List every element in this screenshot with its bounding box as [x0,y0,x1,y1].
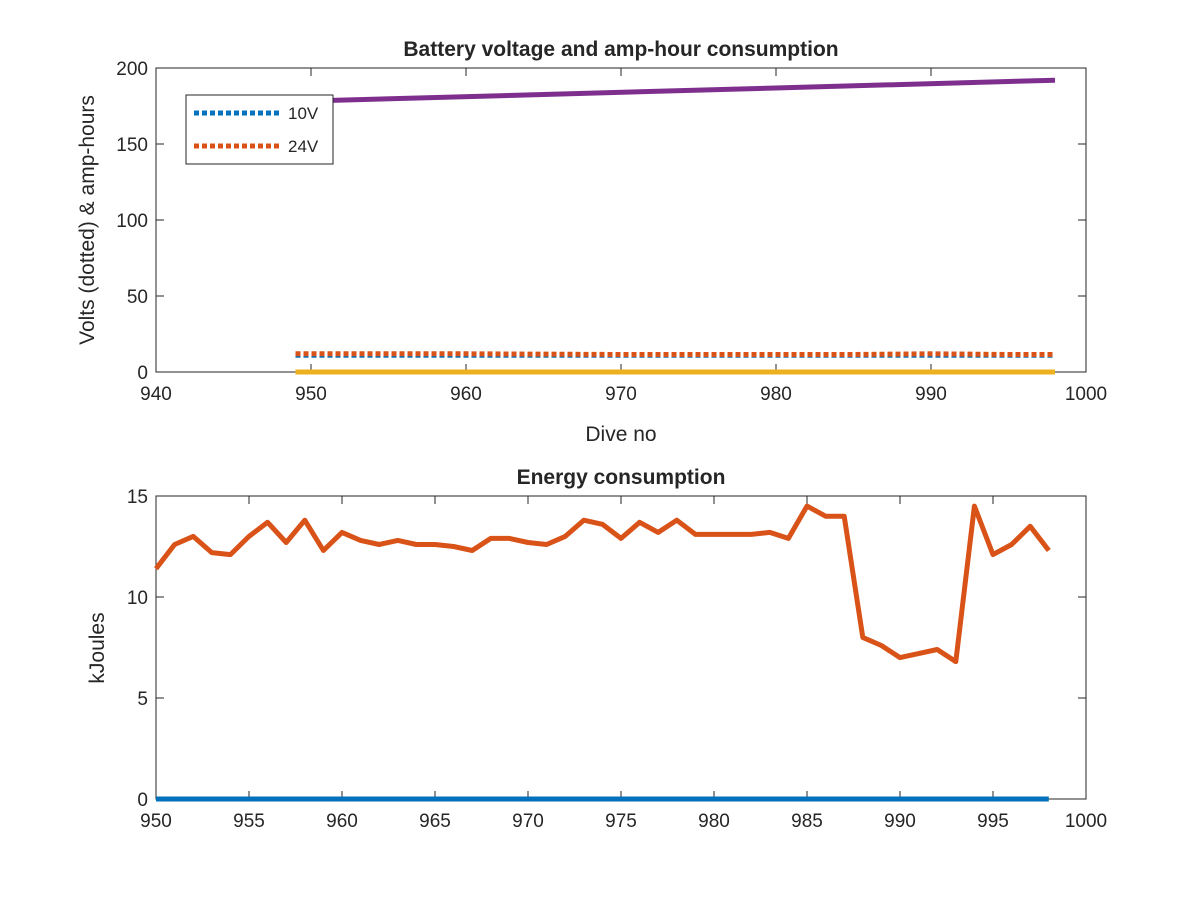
x-tick-label: 980 [760,384,792,405]
y-tick-label: 0 [137,363,148,384]
x-tick-label: 985 [791,811,823,832]
series-line-0-1 [295,351,1055,357]
series-line-1-1 [154,503,1051,665]
y-tick-label: 15 [127,487,148,508]
x-tick-label: 970 [512,811,544,832]
x-tick-label: 1000 [1065,384,1107,405]
y-tick-label: 100 [116,211,148,232]
y-tick-label: 50 [127,287,148,308]
energy-chart-title: Energy consumption [517,466,726,489]
battery-legend: 10V 24V [185,94,334,165]
series-line-0-3 [295,77,1056,104]
x-tick-label: 1000 [1065,811,1107,832]
energy-plot-area: 950 955 960 965 970 975 980 985 990 995 1000 0 5 10 15 [127,487,1107,832]
legend-label-24v: 24V [288,137,319,156]
battery-x-axis-label: Dive no [585,423,656,446]
x-tick-label: 990 [884,811,916,832]
axes-frame [155,495,1087,800]
battery-plot-area: 940 950 960 970 980 990 1000 0 50 100 150 200 [116,59,1107,405]
y-tick-label: 150 [116,135,148,156]
battery-y-axis-label: Volts (dotted) & amp-hours [76,95,99,345]
x-tick-label: 975 [605,811,637,832]
x-tick-label: 940 [140,384,172,405]
energy-axes: Energy consumption 950 955 960 965 970 975 980… [86,466,1107,832]
x-tick-label: 965 [419,811,451,832]
x-tick-label: 955 [233,811,265,832]
y-tick-label: 0 [137,790,148,811]
y-tick-label: 200 [116,59,148,80]
x-tick-label: 960 [450,384,482,405]
legend-label-10v: 10V [288,104,319,123]
x-tick-label: 980 [698,811,730,832]
legend-box [185,94,334,165]
battery-chart-title: Battery voltage and amp-hour consumption [403,38,838,61]
energy-y-axis-label: kJoules [86,612,109,683]
x-tick-label: 970 [605,384,637,405]
x-tick-label: 995 [977,811,1009,832]
battery-axes: Battery voltage and amp-hour consumption… [76,38,1107,446]
x-tick-label: 990 [915,384,947,405]
y-tick-label: 5 [137,689,148,710]
x-tick-label: 960 [326,811,358,832]
x-tick-label: 950 [295,384,327,405]
y-tick-label: 10 [127,588,148,609]
x-tick-label: 950 [140,811,172,832]
